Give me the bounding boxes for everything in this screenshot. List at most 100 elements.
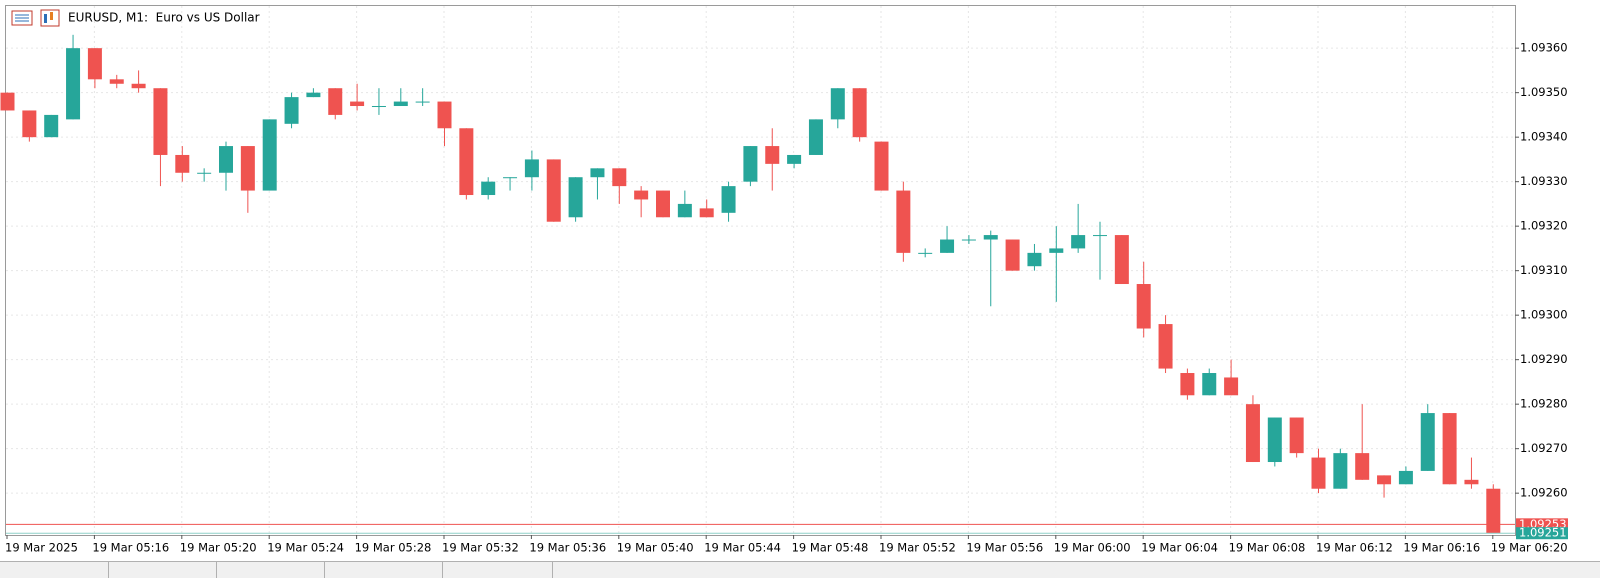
- y-tick-label: 1.09280: [1520, 397, 1568, 411]
- icon-bar: [44, 14, 47, 23]
- candle-body: [131, 83, 146, 89]
- candle-body: [219, 146, 233, 173]
- candle-body: [852, 88, 867, 138]
- y-tick-label: 1.09340: [1520, 130, 1568, 144]
- candle-body: [721, 186, 736, 213]
- candle-body: [66, 48, 81, 120]
- candle-body: [22, 110, 37, 138]
- candle-body: [568, 177, 583, 218]
- candle-body: [1005, 239, 1020, 271]
- candle-body: [109, 79, 124, 84]
- candle-body: [306, 92, 321, 98]
- candle-body: [44, 114, 59, 138]
- candle-body: [1442, 413, 1457, 485]
- candle-body: [896, 190, 911, 253]
- candle-body: [0, 92, 15, 111]
- candle-body: [634, 190, 649, 200]
- candle-body: [1398, 470, 1413, 485]
- grid: [6, 6, 1515, 535]
- x-tick-label: 19 Mar 05:52: [879, 541, 956, 555]
- candle-body: [524, 159, 539, 178]
- candle-body: [918, 252, 933, 254]
- candle-body: [153, 88, 168, 155]
- candle-body: [350, 101, 365, 107]
- candle-body: [1486, 488, 1501, 534]
- candle-body: [240, 146, 255, 191]
- x-tick-label: 19 Mar 2025: [5, 541, 78, 555]
- x-tick-label: 19 Mar 05:16: [92, 541, 169, 555]
- candle-body: [1158, 324, 1173, 369]
- candle-body: [830, 88, 845, 120]
- candle-body: [197, 172, 212, 174]
- candle-body: [1180, 373, 1195, 396]
- candle-body: [743, 146, 758, 182]
- candle-body: [1071, 235, 1086, 249]
- y-tick-label: 1.09360: [1520, 41, 1568, 55]
- candle-body: [415, 101, 430, 103]
- x-tick-label: 19 Mar 05:56: [966, 541, 1043, 555]
- candle-body: [459, 128, 474, 196]
- chart-title: EURUSD, M1: Euro vs US Dollar: [68, 11, 260, 25]
- candle-body: [284, 97, 299, 124]
- candle-body: [808, 119, 823, 155]
- candle-body: [1311, 457, 1326, 489]
- y-tick-label: 1.09270: [1520, 441, 1568, 455]
- candle-body: [940, 239, 955, 253]
- x-tick-label: 19 Mar 06:20: [1491, 541, 1568, 555]
- candle-body: [765, 146, 780, 164]
- candle-body: [1245, 404, 1260, 463]
- candle-body: [1464, 479, 1479, 485]
- candle-body: [983, 235, 998, 240]
- x-tick-label: 19 Mar 05:32: [442, 541, 519, 555]
- x-tick-label: 19 Mar 06:00: [1054, 541, 1131, 555]
- candle-body: [546, 159, 561, 222]
- candle-body: [787, 154, 802, 164]
- candle-body: [699, 208, 714, 218]
- y-tick-label: 1.09320: [1520, 219, 1568, 233]
- x-tick-label: 19 Mar 05:40: [617, 541, 694, 555]
- x-tick-label: 19 Mar 05:44: [704, 541, 781, 555]
- candle-body: [328, 88, 343, 115]
- candle-body: [437, 101, 452, 129]
- candle-body: [1267, 417, 1282, 463]
- candle-body: [1136, 284, 1151, 329]
- candle-body: [371, 106, 386, 108]
- x-tick-label: 19 Mar 06:12: [1316, 541, 1393, 555]
- bid-label-box: [1516, 527, 1568, 540]
- candle-body: [1355, 453, 1370, 480]
- icon-bar: [50, 12, 53, 20]
- candle-body: [1420, 413, 1435, 471]
- candle-body: [656, 190, 670, 218]
- candles: [0, 34, 1501, 534]
- x-tick-label: 19 Mar 06:04: [1141, 541, 1218, 555]
- candle-body: [1093, 235, 1107, 237]
- y-tick-label: 1.09290: [1520, 352, 1568, 366]
- candle-body: [262, 119, 277, 191]
- candle-body: [1333, 453, 1348, 489]
- x-tick-label: 19 Mar 05:20: [180, 541, 257, 555]
- candle-body: [1049, 248, 1064, 253]
- x-tick-label: 19 Mar 05:24: [267, 541, 344, 555]
- x-tick-label: 19 Mar 05:48: [792, 541, 869, 555]
- y-tick-label: 1.09260: [1520, 486, 1568, 500]
- y-tick-label: 1.09300: [1520, 308, 1568, 322]
- bid-label: 1.09251: [1519, 526, 1567, 540]
- candle-body: [677, 203, 692, 218]
- tab-bar: [0, 561, 1600, 578]
- candle-body: [393, 101, 408, 107]
- candle-body: [612, 168, 627, 187]
- candle-body: [1377, 475, 1392, 485]
- candle-body: [1202, 373, 1217, 396]
- candle-body: [175, 154, 190, 173]
- candle-body: [1289, 417, 1304, 454]
- x-tick-label: 19 Mar 05:28: [355, 541, 432, 555]
- candle-body: [1224, 377, 1239, 396]
- candle-body: [481, 181, 496, 196]
- candle-body: [874, 141, 889, 191]
- candle-body: [87, 48, 102, 80]
- y-tick-label: 1.09330: [1520, 174, 1568, 188]
- candle-body: [1027, 252, 1042, 267]
- candle-body: [503, 177, 518, 179]
